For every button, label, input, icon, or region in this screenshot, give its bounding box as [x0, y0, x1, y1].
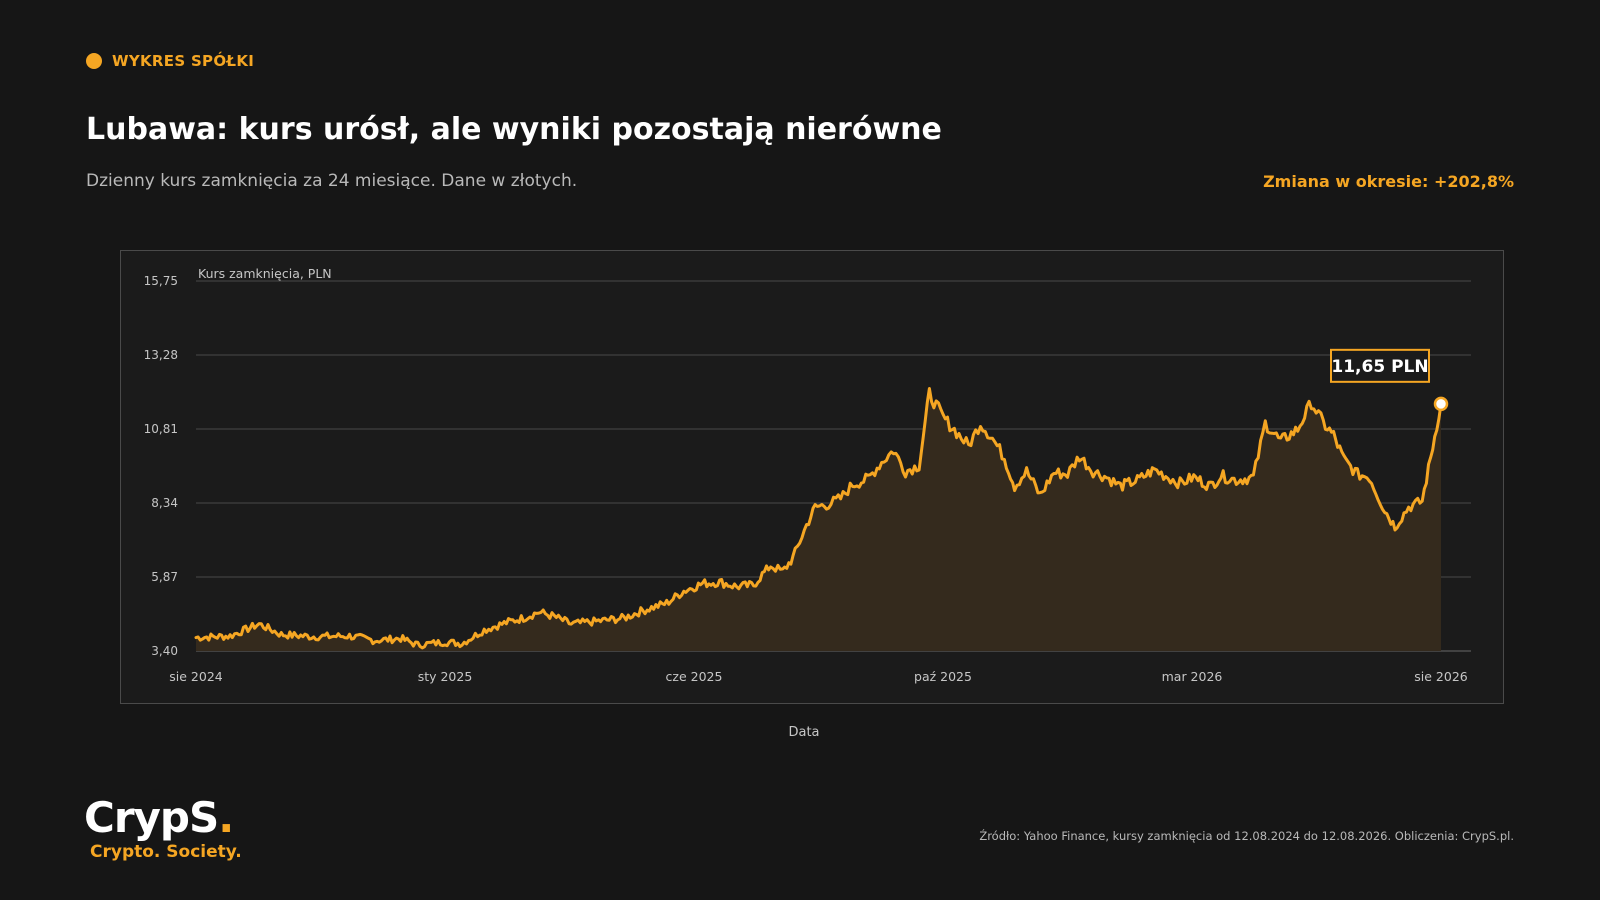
y-tick-label: 8,34 [151, 496, 178, 510]
x-tick-label: sie 2026 [1414, 669, 1468, 684]
x-axis-title: Data [788, 725, 820, 740]
last-point-marker [1433, 396, 1449, 412]
kicker-dot-icon [86, 53, 102, 69]
y-tick-label: 5,87 [151, 570, 178, 584]
y-tick-label: 13,28 [144, 348, 178, 362]
source-note: Źródło: Yahoo Finance, kursy zamknięcia … [979, 829, 1514, 843]
page-title: Lubawa: kurs urósł, ale wyniki pozostają… [86, 112, 942, 147]
kicker-text: WYKRES SPÓŁKI [112, 52, 255, 70]
y-tick-label: 10,81 [144, 422, 178, 436]
current-price-callout [1330, 348, 1430, 383]
price-line [194, 387, 1443, 650]
logo-wordmark: CrypS. [84, 793, 234, 842]
logo-tagline: Crypto. Society. [90, 842, 242, 862]
y-tick-label: 3,40 [151, 644, 178, 658]
current-price-label: 11,65 PLN [1331, 357, 1428, 377]
chart-panel: 15,75 13,28 10,81 8,34 5,87 3,40 Kurs zamknięc… [120, 250, 1504, 704]
price-area [196, 388, 1441, 651]
price-chart: 15,75 13,28 10,81 8,34 5,87 3,40 Kurs zamknięc… [144, 266, 1471, 684]
x-tick-label: sie 2024 [169, 669, 223, 684]
kicker: WYKRES SPÓŁKI [86, 52, 254, 70]
x-tick-label: paź 2025 [914, 669, 972, 684]
period-change: Zmiana w okresie: +202,8% [1263, 172, 1514, 191]
x-tick-label: cze 2025 [666, 669, 723, 684]
x-tick-label: mar 2026 [1162, 669, 1223, 684]
cryps-logo: CrypS. Crypto. Society. [84, 793, 242, 863]
x-tick-label: sty 2025 [418, 669, 473, 684]
y-axis-title: Kurs zamknięcia, PLN [198, 266, 332, 281]
page-subtitle: Dzienny kurs zamknięcia za 24 miesiące. … [86, 171, 578, 191]
y-tick-label: 15,75 [144, 274, 178, 288]
